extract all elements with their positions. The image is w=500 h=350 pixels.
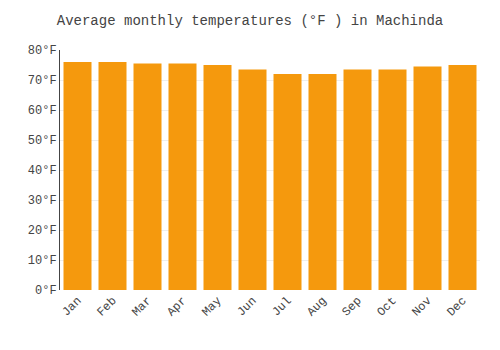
svg-text:20°F: 20°F xyxy=(28,224,57,238)
svg-text:80°F: 80°F xyxy=(28,44,57,58)
svg-text:Dec: Dec xyxy=(444,294,469,319)
svg-text:Jan: Jan xyxy=(59,294,84,319)
svg-text:Jul: Jul xyxy=(269,294,294,319)
svg-text:Nov: Nov xyxy=(409,294,434,319)
svg-text:0°F: 0°F xyxy=(35,284,57,298)
svg-text:10°F: 10°F xyxy=(28,254,57,268)
svg-text:Sep: Sep xyxy=(339,294,364,319)
svg-text:Aug: Aug xyxy=(304,294,329,319)
svg-text:Average monthly temperatures (: Average monthly temperatures (°F ) in Ma… xyxy=(57,13,443,29)
svg-text:Oct: Oct xyxy=(374,294,399,319)
svg-text:Mar: Mar xyxy=(129,294,154,319)
svg-text:30°F: 30°F xyxy=(28,194,57,208)
svg-text:May: May xyxy=(199,294,224,319)
svg-text:40°F: 40°F xyxy=(28,164,57,178)
svg-text:50°F: 50°F xyxy=(28,134,57,148)
svg-text:Apr: Apr xyxy=(164,294,189,319)
svg-text:Jun: Jun xyxy=(234,294,259,319)
svg-text:70°F: 70°F xyxy=(28,74,57,88)
svg-text:Feb: Feb xyxy=(94,294,119,319)
svg-text:60°F: 60°F xyxy=(28,104,57,118)
